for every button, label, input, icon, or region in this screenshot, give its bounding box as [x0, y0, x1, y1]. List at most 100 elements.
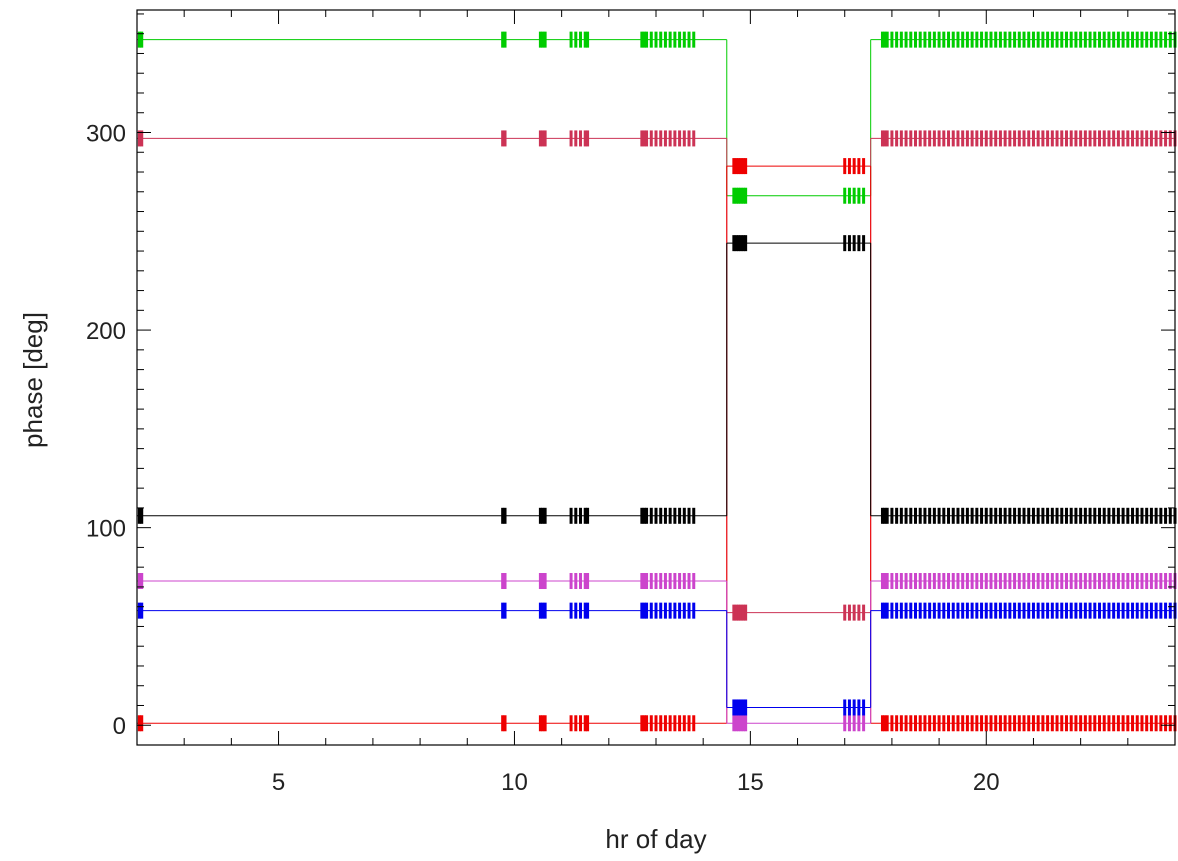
series-0-point: [904, 31, 908, 48]
series-4-point: [1003, 573, 1007, 590]
series-3-point: [1164, 507, 1168, 524]
series-1-point: [947, 130, 951, 147]
series-1-point: [744, 604, 748, 621]
series-1-point: [951, 130, 955, 147]
series-3-point: [659, 507, 663, 524]
series-1-point: [899, 130, 903, 147]
series-5-point: [951, 602, 955, 619]
series-3-point: [569, 507, 573, 524]
series-4-point: [1046, 573, 1050, 590]
series-1-point: [668, 130, 672, 147]
series-0-point: [909, 31, 913, 48]
series-0-point: [914, 31, 917, 48]
series-2-point: [538, 715, 542, 732]
series-2-point: [642, 715, 646, 732]
series-3-point: [994, 507, 998, 524]
series-5-point: [1154, 602, 1158, 619]
series-3-point: [1027, 507, 1031, 524]
series-4-point: [673, 573, 677, 590]
series-0-point: [895, 31, 899, 48]
series-4-point: [984, 573, 988, 590]
series-3-point: [642, 507, 646, 524]
series-4-point: [1083, 573, 1087, 590]
series-2-point: [654, 715, 658, 732]
series-2-point: [1008, 715, 1012, 732]
plot-frame: [136, 9, 1176, 746]
series-0-point: [642, 31, 646, 48]
series-2-point: [1135, 715, 1139, 732]
series-1-point: [857, 604, 861, 621]
series-2-point: [1046, 715, 1050, 732]
series-4-point: [994, 573, 998, 590]
series-4-point: [1107, 573, 1111, 590]
series-0-point: [1022, 31, 1026, 48]
series-3-point: [970, 507, 974, 524]
series-5-point: [538, 602, 542, 619]
series-0-point: [678, 31, 682, 48]
series-1-point: [642, 130, 646, 147]
series-2-point: [1060, 715, 1064, 732]
series-4-point: [942, 573, 946, 590]
series-5-point: [1027, 602, 1031, 619]
series-4-point: [914, 573, 917, 590]
series-3-point: [847, 235, 851, 252]
series-2-point: [1126, 715, 1130, 732]
series-5-point: [928, 602, 932, 619]
series-2-point: [586, 715, 590, 732]
series-2: [137, 158, 1177, 732]
series-3-point: [737, 235, 741, 252]
series-1-point: [659, 130, 663, 147]
series-5-point: [1041, 602, 1045, 619]
series-1-point: [847, 604, 851, 621]
series-0-point: [947, 31, 951, 48]
series-0-point: [980, 31, 984, 48]
series-5-point: [574, 602, 578, 619]
series-3-point: [692, 507, 696, 524]
series-1-point: [1031, 130, 1035, 147]
series-5-point: [880, 602, 884, 619]
series-1-point: [883, 130, 887, 147]
series-3-point: [1135, 507, 1139, 524]
series-3-point: [741, 235, 745, 252]
series-1-point: [923, 130, 927, 147]
series-5-point: [668, 602, 672, 619]
series-5-point: [937, 602, 941, 619]
series-5-point: [975, 602, 979, 619]
series-3-point: [574, 507, 578, 524]
series-3-point: [880, 507, 884, 524]
series-1-point: [1027, 130, 1031, 147]
series-1-point: [574, 130, 578, 147]
series-layer: [137, 31, 1177, 732]
series-0-point: [918, 31, 922, 48]
series-5-point: [1069, 602, 1073, 619]
series-3-point: [744, 235, 748, 252]
series-1-point: [734, 604, 738, 621]
series-4-point: [932, 573, 936, 590]
series-0-point: [1112, 31, 1116, 48]
series-4-point: [885, 573, 889, 590]
series-3-point: [947, 507, 951, 524]
series-5-point: [1008, 602, 1012, 619]
y-tick-label: 200: [86, 318, 126, 345]
series-5-point: [984, 602, 988, 619]
series-2-point: [918, 715, 922, 732]
series-4-point: [645, 573, 649, 590]
series-3-point: [673, 507, 677, 524]
series-2-point: [692, 715, 696, 732]
series-0-point: [541, 31, 545, 48]
series-3-point: [904, 507, 908, 524]
series-0-point: [1154, 31, 1158, 48]
series-2-point: [904, 715, 908, 732]
series-0-point: [961, 31, 965, 48]
series-2-point: [739, 158, 743, 175]
series-2-point: [1093, 715, 1097, 732]
series-5-point: [970, 602, 974, 619]
series-4-point: [965, 573, 969, 590]
series-5-point: [1102, 602, 1106, 619]
series-5-point: [1088, 602, 1092, 619]
series-5-point: [678, 602, 682, 619]
series-2-point: [1168, 715, 1172, 732]
series-4-point: [541, 573, 545, 590]
series-1-point: [1036, 130, 1040, 147]
